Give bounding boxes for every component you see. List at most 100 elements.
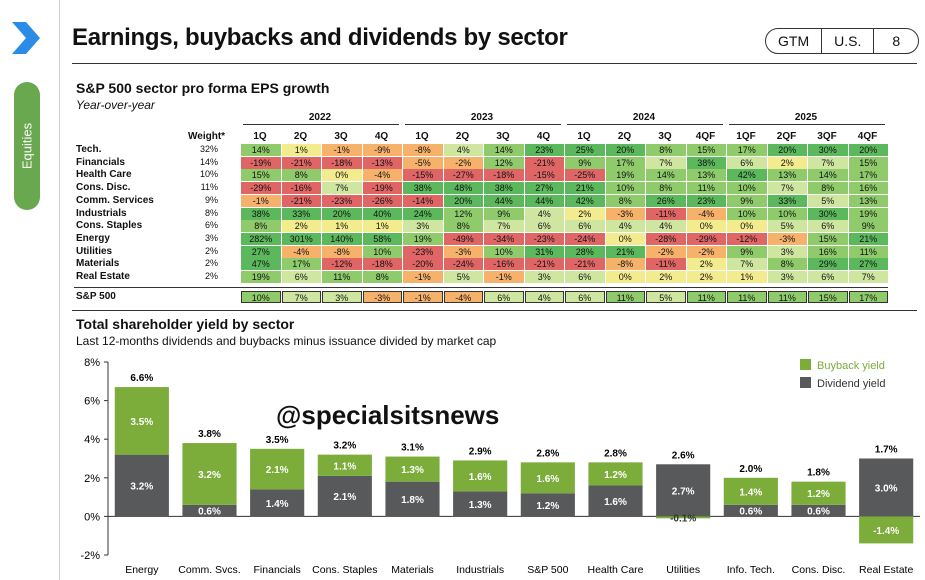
heatmap-cell: 2% bbox=[565, 207, 605, 220]
heatmap-cell: 3% bbox=[403, 220, 443, 233]
heatmap-cell: 21% bbox=[848, 232, 888, 245]
section-divider bbox=[72, 310, 917, 311]
y-tick-label: -2% bbox=[80, 550, 100, 562]
dividend-label: 1.2% bbox=[536, 501, 559, 512]
gtm-badge-part: U.S. bbox=[822, 29, 875, 53]
heatmap-row-label: Tech. bbox=[76, 144, 102, 155]
heatmap-cell: -23% bbox=[322, 194, 362, 207]
heatmap-cell: -8% bbox=[605, 258, 645, 271]
heatmap-cell: 0% bbox=[686, 220, 726, 233]
dividend-label: 2.7% bbox=[672, 486, 695, 497]
buyback-label: 3.5% bbox=[130, 417, 153, 428]
heatmap-cell: 26% bbox=[646, 194, 686, 207]
buyback-label: 1.1% bbox=[333, 461, 356, 472]
heatmap-total-cell: 11% bbox=[686, 290, 726, 303]
heatmap-cell: -9% bbox=[362, 144, 402, 156]
heatmap-cell: 17% bbox=[605, 156, 645, 169]
dividend-label: 2.1% bbox=[333, 492, 356, 503]
heatmap-quarter: 1Q bbox=[577, 131, 591, 142]
equities-tab[interactable]: Equities bbox=[14, 82, 40, 210]
y-tick-label: 8% bbox=[84, 357, 100, 369]
heatmap-row-weight: 32% bbox=[199, 144, 218, 154]
heatmap-cell: 8% bbox=[808, 182, 848, 195]
total-label: 2.0% bbox=[739, 464, 762, 475]
heatmap-cell: -13% bbox=[362, 156, 402, 169]
dividend-bar bbox=[317, 475, 372, 517]
shareholder-yield-chart: -2% 0% 2% 4% 6% 8% 3.2% 3.5% 6.6% Energy 0.6% 3.2% 3… bbox=[80, 357, 920, 576]
chevron-right-icon[interactable] bbox=[10, 20, 42, 56]
heatmap-cell: 17% bbox=[848, 169, 888, 182]
heatmap-cell: 6% bbox=[565, 220, 605, 233]
heatmap-cell: 4% bbox=[443, 144, 483, 156]
heatmap-cell: 11% bbox=[848, 245, 888, 258]
heatmap-cell: 7% bbox=[484, 220, 524, 233]
heatmap-cell: 42% bbox=[565, 194, 605, 207]
page-number: 8 bbox=[892, 33, 901, 49]
heatmap-row-label: Materials bbox=[76, 258, 120, 270]
heatmap-cell: 38% bbox=[241, 207, 281, 220]
heatmap-cell: -19% bbox=[362, 182, 402, 195]
heatmap-cell: -4% bbox=[281, 245, 321, 258]
heatmap-cell: -23% bbox=[524, 232, 564, 245]
heatmap-cell: 38% bbox=[484, 182, 524, 195]
chart-subtitle: Last 12-months dividends and buybacks mi… bbox=[76, 334, 497, 348]
heatmap-cell: -19% bbox=[241, 156, 281, 169]
heatmap-total-cell: 5% bbox=[646, 290, 686, 303]
heatmap-cell: 47% bbox=[241, 258, 281, 271]
heatmap-cell: 9% bbox=[484, 207, 524, 220]
category-label: Info. Tech. bbox=[727, 564, 775, 576]
heatmap-cell: -2% bbox=[686, 245, 726, 258]
dividend-label: 3.0% bbox=[875, 483, 898, 494]
heatmap-cell: -28% bbox=[646, 232, 686, 245]
heatmap-row-label: Cons. Disc. bbox=[76, 182, 131, 194]
heatmap-quarter: 2Q bbox=[293, 131, 308, 142]
heatmap-cell: 23% bbox=[686, 194, 726, 207]
heatmap-year-divider bbox=[405, 124, 561, 125]
heatmap-cell: 21% bbox=[605, 245, 645, 258]
heatmap-total-cell: 6% bbox=[565, 290, 605, 303]
gtm-badge-part: GTM bbox=[766, 29, 823, 53]
dividend-bar bbox=[182, 504, 237, 517]
dividend-bar bbox=[385, 481, 440, 517]
y-tick-label: 6% bbox=[84, 396, 100, 408]
heatmap-cell: 8% bbox=[281, 169, 321, 182]
heatmap-cell: -14% bbox=[403, 194, 443, 207]
heatmap-row-label: Comm. Services bbox=[76, 194, 154, 206]
heatmap-cell: 58% bbox=[362, 232, 402, 245]
heatmap-cell: 2% bbox=[686, 271, 726, 283]
heatmap-cell: 2% bbox=[281, 220, 321, 233]
heatmap-cell: -21% bbox=[524, 156, 564, 169]
heatmap-cell: -29% bbox=[686, 232, 726, 245]
legend-label-dividend: Dividend yield bbox=[817, 378, 885, 390]
heatmap-title: S&P 500 sector pro forma EPS growth bbox=[76, 80, 330, 96]
heatmap-cell: -16% bbox=[281, 182, 321, 195]
dividend-bar bbox=[791, 504, 846, 517]
heatmap-cell: 9% bbox=[727, 245, 767, 258]
dividend-label: 1.3% bbox=[469, 500, 492, 511]
heatmap-cell: -3% bbox=[767, 232, 807, 245]
heatmap-cell: 20% bbox=[322, 207, 362, 220]
heatmap-cell: 7% bbox=[727, 258, 767, 271]
category-label: Industrials bbox=[456, 564, 504, 576]
heatmap-cell: 6% bbox=[281, 271, 321, 283]
equities-tab-label: Equities bbox=[19, 122, 35, 170]
heatmap-cell: 8% bbox=[241, 220, 281, 233]
heatmap-total-cell: 17% bbox=[848, 290, 888, 303]
heatmap-cell: 8% bbox=[767, 258, 807, 271]
heatmap-cell: -1% bbox=[241, 194, 281, 207]
buyback-bar bbox=[385, 456, 440, 482]
heatmap-cell: 0% bbox=[727, 220, 767, 233]
heatmap-cell: 13% bbox=[686, 169, 726, 182]
buyback-label: 1.4% bbox=[739, 487, 762, 498]
heatmap-cell: 14% bbox=[646, 169, 686, 182]
buyback-label: 1.3% bbox=[401, 465, 424, 476]
heatmap-cell: 2% bbox=[646, 271, 686, 283]
heatmap-cell: 9% bbox=[848, 220, 888, 233]
heatmap-cell: 15% bbox=[808, 232, 848, 245]
total-label: 2.6% bbox=[672, 450, 695, 461]
heatmap-cell: -18% bbox=[484, 169, 524, 182]
heatmap-cell: -29% bbox=[241, 182, 281, 195]
heatmap-cell: 17% bbox=[727, 144, 767, 156]
heatmap-cell: 38% bbox=[686, 156, 726, 169]
heatmap-cell: -2% bbox=[646, 245, 686, 258]
